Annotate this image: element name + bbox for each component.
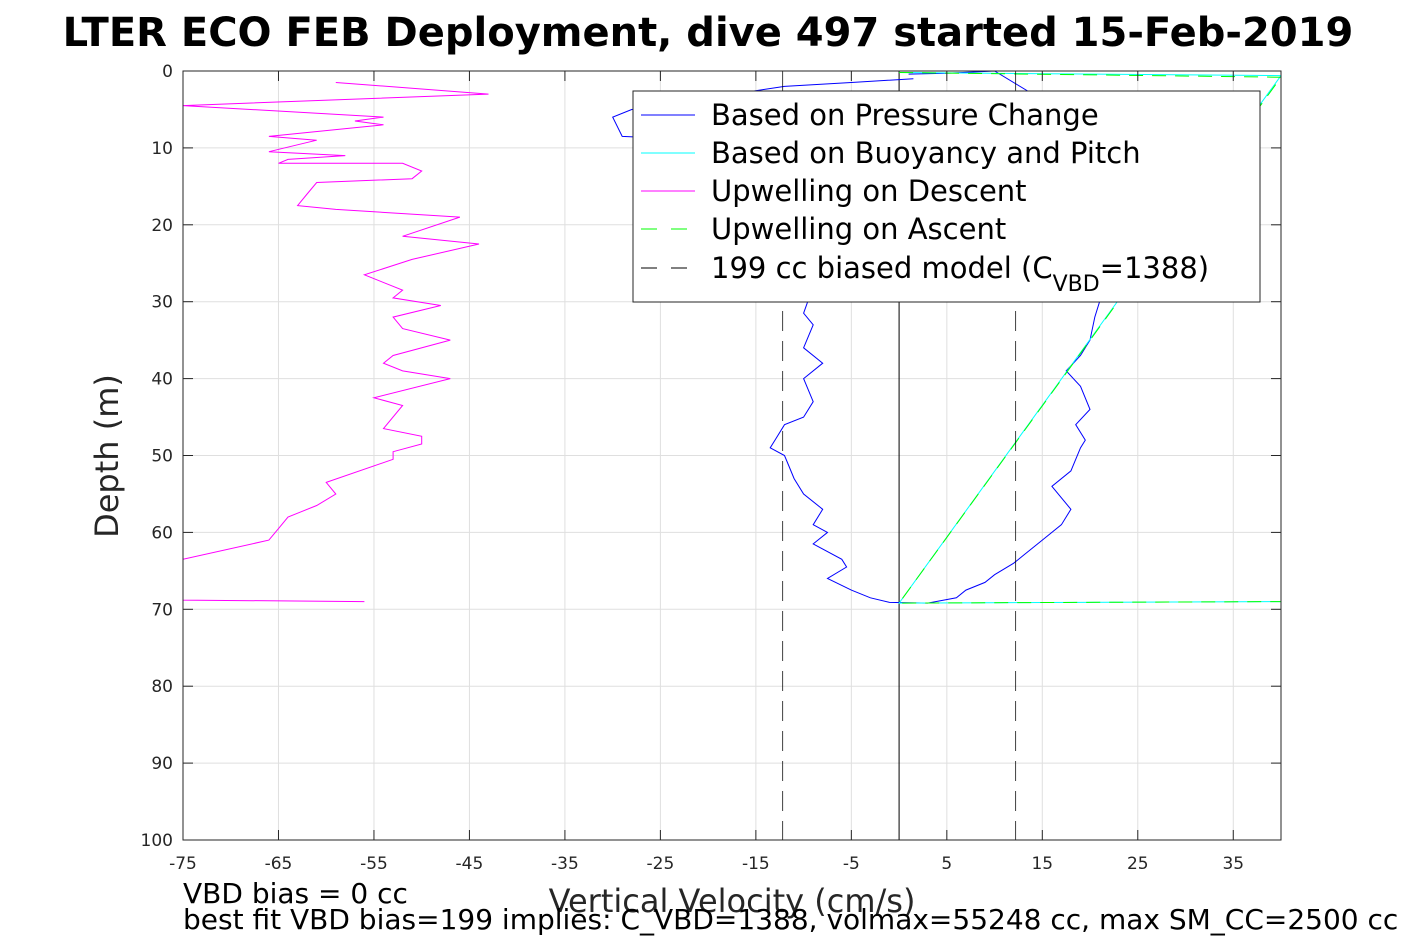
y-tick-labels: 0 10 20 30 40 50 60 70 80 90 100 xyxy=(141,62,1281,851)
legend-entry: 199 cc biased model (CVBD=1388) xyxy=(711,251,1209,297)
series-2-line xyxy=(183,82,489,603)
x-tick-label: -45 xyxy=(456,854,484,874)
y-tick-label: 20 xyxy=(151,216,173,236)
footer-line-2: best fit VBD bias=199 implies: C_VBD=138… xyxy=(183,903,1398,936)
y-tick-label: 10 xyxy=(151,139,173,159)
y-tick-label: 30 xyxy=(151,293,173,313)
legend-entry: Based on Pressure Change xyxy=(711,98,1099,132)
y-tick-label: 90 xyxy=(151,754,173,774)
x-tick-label: 25 xyxy=(1127,854,1149,874)
y-tick-label: 100 xyxy=(141,831,173,851)
legend: Based on Pressure Change Based on Buoyanc… xyxy=(632,90,1261,303)
x-tick-label: -55 xyxy=(360,854,388,874)
x-tick-label: -35 xyxy=(551,854,579,874)
y-tick-label: 70 xyxy=(151,600,173,620)
chart-title: LTER ECO FEB Deployment, dive 497 starte… xyxy=(63,10,1354,56)
y-tick-label: 60 xyxy=(151,523,173,543)
x-tick-labels: -75 -65 -55 -45 -35 -25 -15 -5 5 15 25 35 xyxy=(169,71,1244,874)
x-tick-label: -25 xyxy=(647,854,675,874)
x-tick-label: 15 xyxy=(1031,854,1053,874)
series-3-line xyxy=(898,72,1281,604)
legend-entry: Upwelling on Ascent xyxy=(711,212,1006,246)
x-tick-label: 35 xyxy=(1222,854,1244,874)
y-tick-label: 0 xyxy=(162,62,173,82)
legend-entry: Upwelling on Descent xyxy=(711,174,1027,208)
y-axis-label: Depth (m) xyxy=(88,374,126,538)
y-tick-label: 80 xyxy=(151,677,173,697)
y-tick-label: 40 xyxy=(151,370,173,390)
footer-line-1: VBD bias = 0 cc xyxy=(183,877,408,910)
x-tick-label: -75 xyxy=(169,854,197,874)
x-axis-label: Vertical Velocity (cm/s) xyxy=(549,882,916,920)
x-tick-label: -65 xyxy=(265,854,293,874)
x-tick-label: -15 xyxy=(742,854,770,874)
legend-box xyxy=(632,90,1261,303)
x-tick-label: 5 xyxy=(941,854,952,874)
y-tick-label: 50 xyxy=(151,447,173,467)
x-tick-label: -5 xyxy=(843,854,860,874)
legend-entry: Based on Buoyancy and Pitch xyxy=(711,136,1141,170)
